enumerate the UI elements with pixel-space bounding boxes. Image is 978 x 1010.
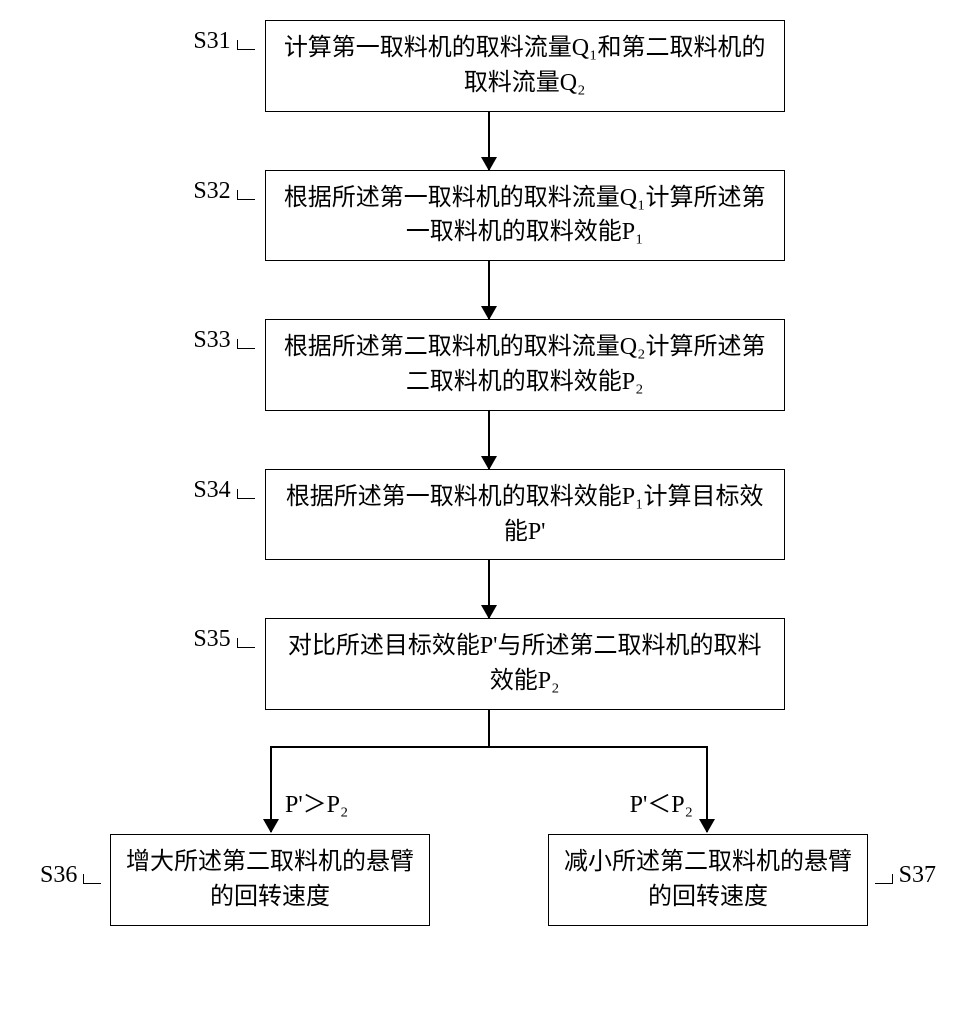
branch-container: P'＞P₂ P'＜P₂ S36 增大所述第二取料机的悬臂的回转速度 S37 减小… xyxy=(30,710,948,1010)
label-text: S35 xyxy=(193,626,230,652)
label-text: S37 xyxy=(899,862,936,888)
step-s36-box: 增大所述第二取料机的悬臂的回转速度 xyxy=(110,834,430,926)
step-text: 根据所述第一取料机的取料效能P₁计算目标效能P' xyxy=(286,484,764,545)
step-text: 增大所述第二取料机的悬臂的回转速度 xyxy=(126,849,414,910)
step-s35-label: S35 xyxy=(193,626,254,653)
step-text: 对比所述目标效能P'与所述第二取料机的取料效能P₂ xyxy=(288,633,762,694)
branch-stem xyxy=(488,710,490,746)
connector-icon xyxy=(237,190,255,200)
arrow-icon xyxy=(488,261,490,319)
branch-left-arrow xyxy=(270,746,272,832)
arrow-s34-s35 xyxy=(30,560,948,618)
label-text: S36 xyxy=(40,862,77,888)
label-text: S31 xyxy=(193,28,230,54)
step-s31-row: S31 计算第一取料机的取料流量Q₁和第二取料机的取料流量Q₂ xyxy=(30,20,948,112)
arrow-s33-s34 xyxy=(30,411,948,469)
arrow-s31-s32 xyxy=(30,112,948,170)
connector-icon xyxy=(237,489,255,499)
step-s34-box: 根据所述第一取料机的取料效能P₁计算目标效能P' xyxy=(265,469,785,561)
step-s34-label: S34 xyxy=(193,477,254,504)
connector-icon xyxy=(237,40,255,50)
step-s32-box: 根据所述第一取料机的取料流量Q₁计算所述第一取料机的取料效能P₁ xyxy=(265,170,785,262)
step-s33-label: S33 xyxy=(193,327,254,354)
step-s31-box: 计算第一取料机的取料流量Q₁和第二取料机的取料流量Q₂ xyxy=(265,20,785,112)
branch-right-arrow xyxy=(706,746,708,832)
arrow-s32-s33 xyxy=(30,261,948,319)
step-s35-box: 对比所述目标效能P'与所述第二取料机的取料效能P₂ xyxy=(265,618,785,710)
arrow-icon xyxy=(488,112,490,170)
step-s36-label: S36 xyxy=(40,862,101,889)
connector-icon xyxy=(83,874,101,884)
step-s33-box: 根据所述第二取料机的取料流量Q₂计算所述第二取料机的取料效能P₂ xyxy=(265,319,785,411)
step-s37-box: 减小所述第二取料机的悬臂的回转速度 xyxy=(548,834,868,926)
branch-left-condition: P'＞P₂ xyxy=(285,784,348,819)
step-s34-row: S34 根据所述第一取料机的取料效能P₁计算目标效能P' xyxy=(30,469,948,561)
step-text: 根据所述第一取料机的取料流量Q₁计算所述第一取料机的取料效能P₁ xyxy=(284,185,766,246)
step-text: 减小所述第二取料机的悬臂的回转速度 xyxy=(564,849,852,910)
connector-icon xyxy=(875,874,893,884)
branch-right-condition: P'＜P₂ xyxy=(630,784,693,819)
step-s32-row: S32 根据所述第一取料机的取料流量Q₁计算所述第一取料机的取料效能P₁ xyxy=(30,170,948,262)
label-text: S32 xyxy=(193,178,230,204)
label-text: S34 xyxy=(193,477,230,503)
label-text: S33 xyxy=(193,327,230,353)
step-s35-row: S35 对比所述目标效能P'与所述第二取料机的取料效能P₂ xyxy=(30,618,948,710)
step-s37-label: S37 xyxy=(875,862,936,889)
arrow-icon xyxy=(488,411,490,469)
connector-icon xyxy=(237,638,255,648)
connector-icon xyxy=(237,339,255,349)
step-s33-row: S33 根据所述第二取料机的取料流量Q₂计算所述第二取料机的取料效能P₂ xyxy=(30,319,948,411)
branch-horizontal xyxy=(270,746,708,748)
step-text: 计算第一取料机的取料流量Q₁和第二取料机的取料流量Q₂ xyxy=(284,35,766,96)
arrow-icon xyxy=(488,560,490,618)
step-text: 根据所述第二取料机的取料流量Q₂计算所述第二取料机的取料效能P₂ xyxy=(284,334,766,395)
step-s31-label: S31 xyxy=(193,28,254,55)
step-s32-label: S32 xyxy=(193,178,254,205)
